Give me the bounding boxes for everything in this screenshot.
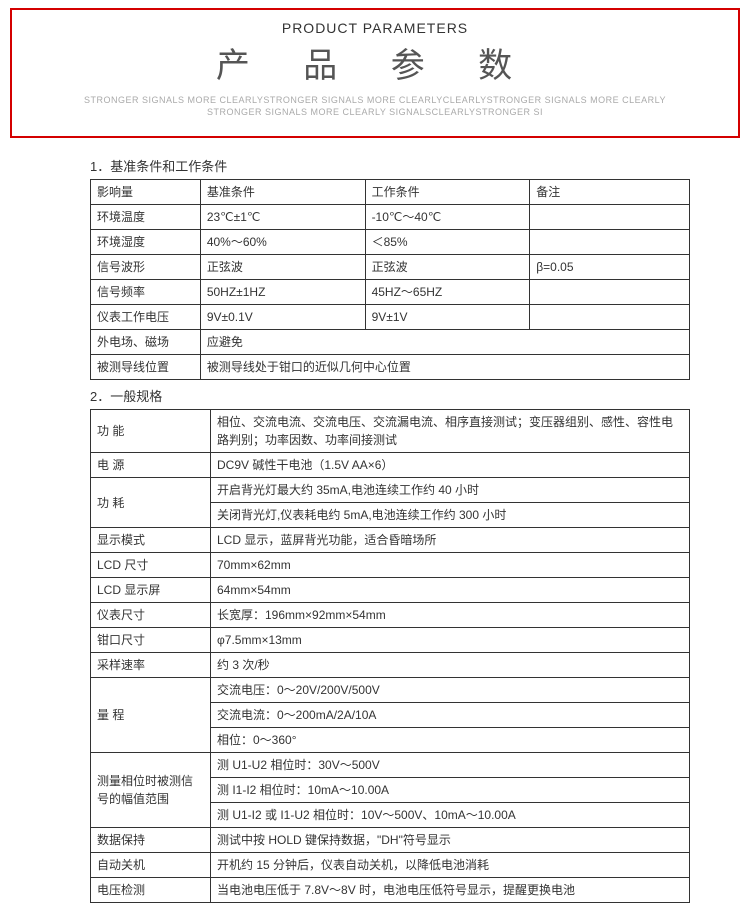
cell-value: 关闭背光灯,仪表耗电约 5mA,电池连续工作约 300 小时 <box>211 503 690 528</box>
cell-label: 测量相位时被测信号的幅值范围 <box>91 753 211 828</box>
table-row: LCD 显示屏64mm×54mm <box>91 578 690 603</box>
cell: 23℃±1℃ <box>200 205 365 230</box>
section1-title: 1．基准条件和工作条件 <box>90 156 750 175</box>
table-row: 信号频率50HZ±1HZ45HZ～65HZ <box>91 280 690 305</box>
cell-label: 数据保持 <box>91 828 211 853</box>
cell-value: 交流电流：0～200mA/2A/10A <box>211 703 690 728</box>
th: 影响量 <box>91 180 201 205</box>
cell-label: 功 能 <box>91 410 211 453</box>
cell-value: 约 3 次/秒 <box>211 653 690 678</box>
cell: 9V±1V <box>365 305 530 330</box>
table-row: 环境湿度40%～60%＜85% <box>91 230 690 255</box>
table-specs: 功 能相位、交流电流、交流电压、交流漏电流、相序直接测试；变压器组别、感性、容性… <box>90 409 690 903</box>
section2-title: 2．一般规格 <box>90 386 750 405</box>
cell-value: φ7.5mm×13mm <box>211 628 690 653</box>
table-row: 采样速率约 3 次/秒 <box>91 653 690 678</box>
cell-value: 开启背光灯最大约 35mA,电池连续工作约 40 小时 <box>211 478 690 503</box>
th: 基准条件 <box>200 180 365 205</box>
cell-label: 量 程 <box>91 678 211 753</box>
cell-label: 电 源 <box>91 453 211 478</box>
cell: 50HZ±1HZ <box>200 280 365 305</box>
table-conditions: 影响量 基准条件 工作条件 备注 环境温度23℃±1℃-10℃～40℃环境湿度4… <box>90 179 690 380</box>
cell: 被测导线处于钳口的近似几何中心位置 <box>200 355 689 380</box>
header-subtitle-1: STRONGER SIGNALS MORE CLEARLYSTRONGER SI… <box>12 95 738 107</box>
cell-value: 64mm×54mm <box>211 578 690 603</box>
table-row: 信号波形正弦波正弦波β=0.05 <box>91 255 690 280</box>
cell: 被测导线位置 <box>91 355 201 380</box>
cell <box>530 205 690 230</box>
cell: 环境温度 <box>91 205 201 230</box>
cell-label: 显示模式 <box>91 528 211 553</box>
cell-value: 70mm×62mm <box>211 553 690 578</box>
table-row: 量 程交流电压：0～20V/200V/500V <box>91 678 690 703</box>
cell-label: 仪表尺寸 <box>91 603 211 628</box>
header-box: PRODUCT PARAMETERS 产 品 参 数 STRONGER SIGN… <box>10 8 740 138</box>
table-row: 钳口尺寸φ7.5mm×13mm <box>91 628 690 653</box>
cell: 仪表工作电压 <box>91 305 201 330</box>
cell: β=0.05 <box>530 255 690 280</box>
cell-label: 钳口尺寸 <box>91 628 211 653</box>
table-row: 环境温度23℃±1℃-10℃～40℃ <box>91 205 690 230</box>
cell: ＜85% <box>365 230 530 255</box>
cell: 外电场、磁场 <box>91 330 201 355</box>
th: 备注 <box>530 180 690 205</box>
cell: 信号频率 <box>91 280 201 305</box>
table-row: 功 耗开启背光灯最大约 35mA,电池连续工作约 40 小时 <box>91 478 690 503</box>
cell-value: 长宽厚：196mm×92mm×54mm <box>211 603 690 628</box>
th: 工作条件 <box>365 180 530 205</box>
cell-label: LCD 显示屏 <box>91 578 211 603</box>
cell: -10℃～40℃ <box>365 205 530 230</box>
cell-value: 交流电压：0～20V/200V/500V <box>211 678 690 703</box>
header-big-title: 产 品 参 数 <box>12 38 738 87</box>
table-row: 仪表工作电压9V±0.1V9V±1V <box>91 305 690 330</box>
cell: 45HZ～65HZ <box>365 280 530 305</box>
cell-label: LCD 尺寸 <box>91 553 211 578</box>
table-row: 测量相位时被测信号的幅值范围测 U1-U2 相位时：30V～500V <box>91 753 690 778</box>
cell-value: 当电池电压低于 7.8V～8V 时，电池电压低符号显示，提醒更换电池 <box>211 878 690 903</box>
table-row: 仪表尺寸长宽厚：196mm×92mm×54mm <box>91 603 690 628</box>
cell-value: DC9V 碱性干电池（1.5V AA×6） <box>211 453 690 478</box>
cell-label: 采样速率 <box>91 653 211 678</box>
table-row: 电压检测当电池电压低于 7.8V～8V 时，电池电压低符号显示，提醒更换电池 <box>91 878 690 903</box>
table-row: 影响量 基准条件 工作条件 备注 <box>91 180 690 205</box>
cell: 40%～60% <box>200 230 365 255</box>
cell-value: 相位、交流电流、交流电压、交流漏电流、相序直接测试；变压器组别、感性、容性电路判… <box>211 410 690 453</box>
cell-label: 自动关机 <box>91 853 211 878</box>
cell: 应避免 <box>200 330 689 355</box>
cell-value: 相位：0～360° <box>211 728 690 753</box>
cell-label: 功 耗 <box>91 478 211 528</box>
header-subtitle-2: STRONGER SIGNALS MORE CLEARLY SIGNALSCLE… <box>12 107 738 119</box>
header-small-title: PRODUCT PARAMETERS <box>12 20 738 36</box>
cell-label: 电压检测 <box>91 878 211 903</box>
cell <box>530 280 690 305</box>
cell-value: 测 U1-U2 相位时：30V～500V <box>211 753 690 778</box>
table-row: 自动关机开机约 15 分钟后，仪表自动关机，以降低电池消耗 <box>91 853 690 878</box>
cell: 正弦波 <box>200 255 365 280</box>
cell: 信号波形 <box>91 255 201 280</box>
cell-value: 测试中按 HOLD 键保持数据，"DH"符号显示 <box>211 828 690 853</box>
cell-value: LCD 显示，蓝屏背光功能，适合昏暗场所 <box>211 528 690 553</box>
cell-value: 测 I1-I2 相位时：10mA～10.00A <box>211 778 690 803</box>
cell-value: 测 U1-I2 或 I1-U2 相位时：10V～500V、10mA～10.00A <box>211 803 690 828</box>
cell <box>530 230 690 255</box>
cell <box>530 305 690 330</box>
table-row: LCD 尺寸70mm×62mm <box>91 553 690 578</box>
table-row: 显示模式LCD 显示，蓝屏背光功能，适合昏暗场所 <box>91 528 690 553</box>
table-row: 数据保持测试中按 HOLD 键保持数据，"DH"符号显示 <box>91 828 690 853</box>
table-row: 外电场、磁场 应避免 <box>91 330 690 355</box>
table-row: 被测导线位置 被测导线处于钳口的近似几何中心位置 <box>91 355 690 380</box>
cell-value: 开机约 15 分钟后，仪表自动关机，以降低电池消耗 <box>211 853 690 878</box>
cell: 正弦波 <box>365 255 530 280</box>
cell: 环境湿度 <box>91 230 201 255</box>
cell: 9V±0.1V <box>200 305 365 330</box>
table-row: 功 能相位、交流电流、交流电压、交流漏电流、相序直接测试；变压器组别、感性、容性… <box>91 410 690 453</box>
table-row: 电 源DC9V 碱性干电池（1.5V AA×6） <box>91 453 690 478</box>
